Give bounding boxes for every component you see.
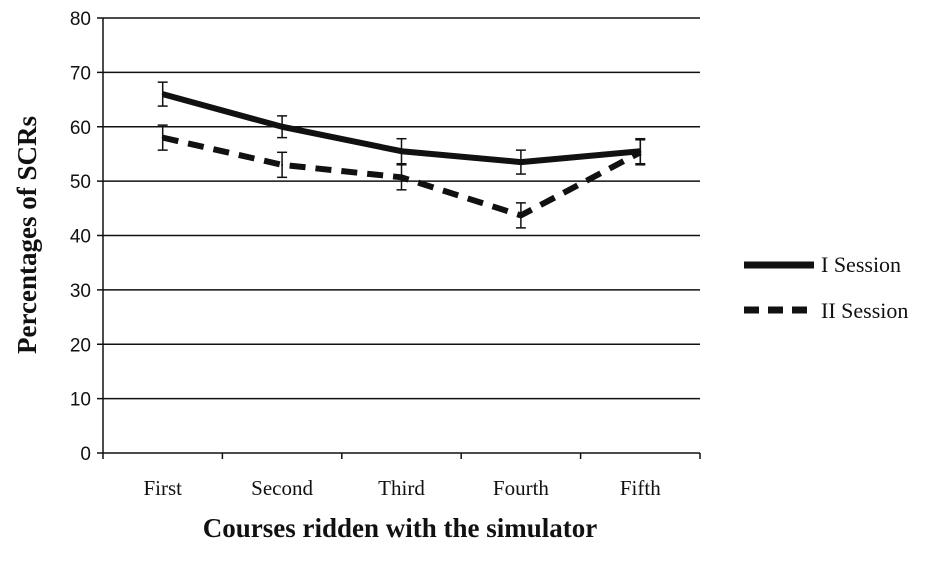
legend-label-i-session: I Session (821, 252, 901, 277)
axes (102, 18, 700, 454)
series-group (157, 81, 646, 229)
y-axis-title: Percentages of SCRs (12, 116, 42, 354)
y-tick-label: 20 (70, 335, 91, 356)
x-tick-label: Fifth (620, 476, 661, 500)
x-tick-label: Second (251, 476, 313, 500)
data-point (400, 150, 403, 153)
legend: I Session II Session (744, 252, 908, 323)
x-axis-title: Courses ridden with the simulator (203, 513, 598, 543)
y-tick-label: 0 (80, 444, 91, 465)
legend-label-ii-session: II Session (821, 298, 908, 323)
series-ii-session (157, 124, 646, 229)
x-tick-labels: First Second Third Fourth Fifth (143, 476, 661, 500)
x-tick-label: First (143, 476, 182, 500)
y-tick-label: 10 (70, 390, 91, 411)
data-point (639, 151, 642, 154)
y-tick-label: 40 (70, 227, 91, 248)
data-point (281, 163, 284, 166)
y-tick-label: 60 (70, 118, 91, 139)
y-tick-label: 30 (70, 281, 91, 302)
x-tick-label: Fourth (493, 476, 550, 500)
data-point (519, 161, 522, 164)
x-tick-label: Third (378, 476, 425, 500)
data-point (161, 136, 164, 139)
y-tick-labels: 0 10 20 30 40 50 60 70 80 (70, 9, 91, 465)
y-tick-label: 50 (70, 172, 91, 193)
series-i-session (157, 81, 646, 175)
gridlines (97, 17, 701, 459)
data-point (519, 214, 522, 217)
data-point (281, 125, 284, 128)
data-point (161, 93, 164, 96)
data-point (400, 176, 403, 179)
y-tick-label: 70 (70, 63, 91, 84)
y-tick-label: 80 (70, 9, 91, 30)
